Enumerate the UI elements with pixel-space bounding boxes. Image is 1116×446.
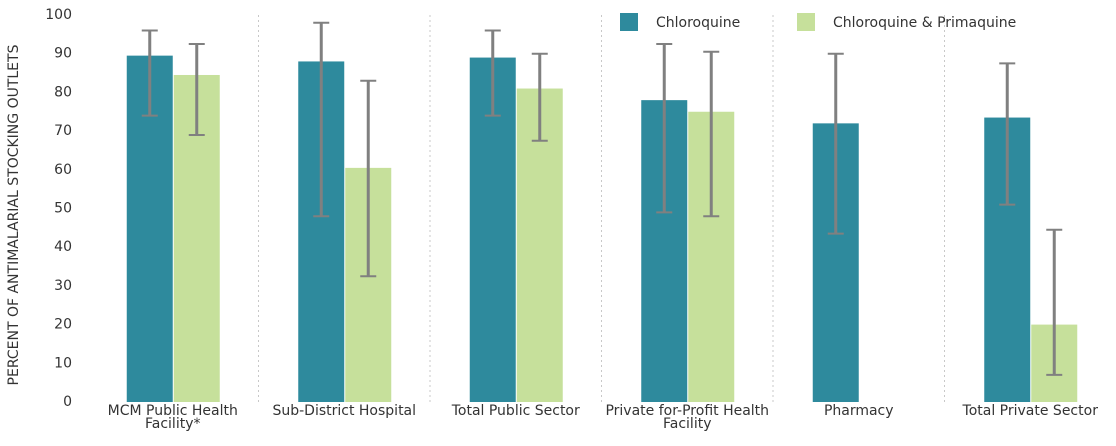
y-tick-label: 50 xyxy=(54,201,72,217)
y-tick-label: 60 xyxy=(54,162,72,178)
legend-label: Chloroquine xyxy=(656,15,740,31)
y-tick-label: 100 xyxy=(45,7,72,23)
y-tick-label: 80 xyxy=(54,84,72,100)
y-tick-label: 90 xyxy=(54,46,72,62)
y-tick-label: 0 xyxy=(63,394,72,410)
y-tick-label: 10 xyxy=(54,355,72,371)
y-tick-label: 20 xyxy=(54,317,72,333)
y-tick-label: 40 xyxy=(54,239,72,255)
legend-swatch xyxy=(797,13,815,31)
legend-label: Chloroquine & Primaquine xyxy=(833,15,1016,31)
x-tick-label: Total Private Sector xyxy=(962,403,1098,419)
x-tick-label: Total Public Sector xyxy=(451,403,580,419)
y-axis-label: PERCENT OF ANTIMALARIAL STOCKING OUTLETS xyxy=(6,44,22,385)
x-tick-label: Pharmacy xyxy=(823,403,894,419)
x-tick-label: Sub-District Hospital xyxy=(272,403,417,419)
legend-swatch xyxy=(620,13,638,31)
x-tick-label: Private for-Profit Health Facility xyxy=(605,403,770,432)
x-tick-label: MCM Public Health Facility* xyxy=(107,403,238,432)
y-tick-label: 70 xyxy=(54,123,72,139)
y-tick-label: 30 xyxy=(54,278,72,294)
